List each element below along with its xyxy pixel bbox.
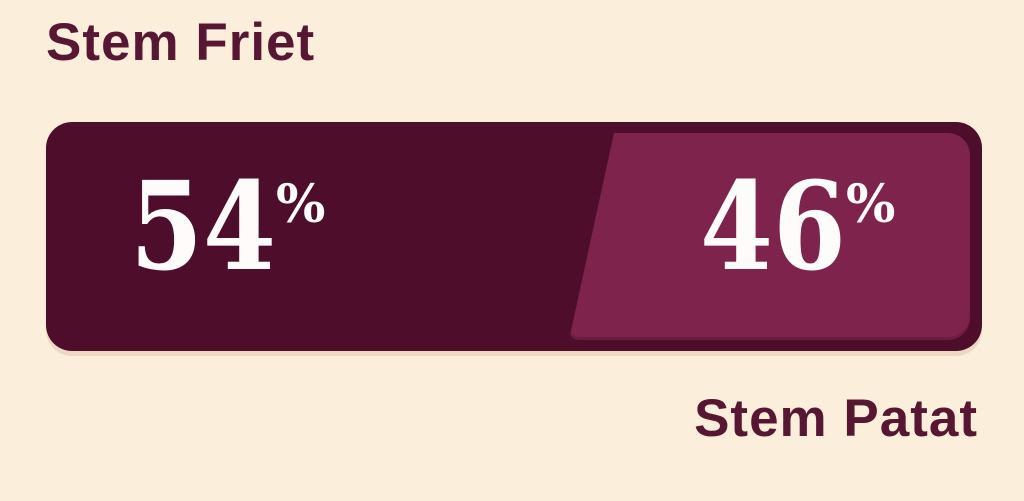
segment-patat: [569, 133, 970, 340]
value-friet-number: 54: [130, 154, 277, 298]
results-bar: 54 % 46 %: [46, 122, 982, 351]
value-patat-percent-sign: %: [846, 174, 896, 235]
value-friet-percent-sign: %: [276, 174, 326, 235]
value-patat: 46 %: [700, 154, 895, 298]
option-label-patat[interactable]: Stem Patat: [694, 389, 978, 448]
value-friet: 54 %: [130, 154, 325, 298]
value-patat-number: 46: [700, 154, 847, 298]
option-label-friet[interactable]: Stem Friet: [46, 13, 316, 72]
